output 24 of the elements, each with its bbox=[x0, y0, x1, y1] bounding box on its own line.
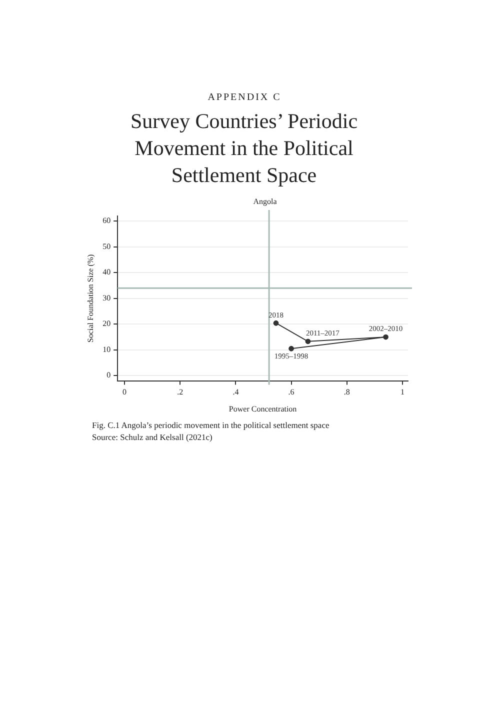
y-tick-label: 10 bbox=[102, 344, 111, 354]
source-note: Source: Schulz and Kelsall (2021c) bbox=[92, 431, 214, 443]
y-tick-label: 50 bbox=[102, 242, 111, 251]
text: Fig. C.1 Angola’s periodic movement in the political settlement space bbox=[92, 419, 330, 431]
chart-subtitle: Angola bbox=[252, 197, 278, 206]
x-tick-label: 1 bbox=[400, 388, 404, 397]
y-tick-label: 30 bbox=[102, 293, 111, 302]
y-tick-label: 40 bbox=[102, 268, 111, 277]
chart-title: Survey Countries’ Periodic Movement in the Political Settlement Space bbox=[129, 108, 359, 189]
x-tick-label: .2 bbox=[177, 388, 184, 397]
point bbox=[288, 346, 294, 352]
x-tick-label: .8 bbox=[344, 388, 350, 397]
x-tick-label: .4 bbox=[232, 388, 239, 397]
point bbox=[273, 320, 279, 326]
y-axis-title: Social Foundation Size (%) bbox=[86, 254, 95, 343]
x-tick-label: 0 bbox=[122, 388, 127, 397]
y-tick-label: 60 bbox=[102, 216, 111, 226]
point bbox=[305, 338, 311, 344]
y-tick-label: 20 bbox=[102, 319, 111, 328]
point bbox=[383, 334, 388, 340]
text: APPENDIX C bbox=[206, 92, 282, 103]
x-axis-title: Power Concentration bbox=[228, 404, 297, 414]
x-tick-label: .6 bbox=[288, 388, 294, 397]
y-tick-label: 0 bbox=[106, 370, 111, 380]
